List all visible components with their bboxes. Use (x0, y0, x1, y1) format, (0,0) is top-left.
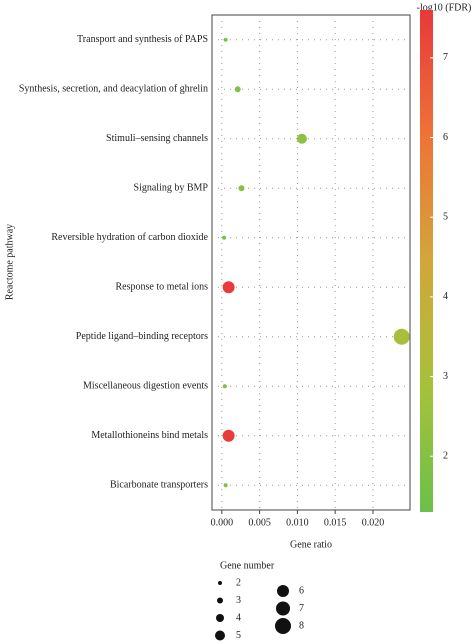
size-legend-marker (276, 601, 290, 616)
y-tick-label: Bicarbonate transporters (110, 480, 208, 491)
size-legend-label: 7 (299, 603, 304, 614)
plot-frame (211, 14, 411, 511)
x-tick-label: 0.000 (211, 517, 234, 528)
bubble (223, 483, 228, 488)
colorbar-tick-label: 5 (443, 211, 448, 222)
x-tick-label: 0.005 (248, 517, 271, 528)
colorbar-title: -log10 (FDR) (417, 2, 472, 13)
size-legend-title: Gene number (220, 560, 275, 571)
y-tick-label: Synthesis, secretion, and deacylation of… (19, 84, 208, 95)
colorbar-tick-label: 7 (443, 52, 448, 63)
size-legend-marker (215, 630, 225, 641)
size-legend-label: 5 (236, 630, 241, 641)
bubble (222, 281, 235, 294)
size-legend-label: 3 (236, 595, 241, 606)
size-legend-label: 2 (236, 577, 241, 588)
y-tick-label: Reversible hydration of carbon dioxide (51, 232, 208, 243)
y-tick-label: Stimuli–sensing channels (106, 133, 208, 144)
colorbar-tick-label: 3 (443, 371, 448, 382)
bubble (393, 328, 410, 345)
colorbar-tick-label: 6 (443, 132, 448, 143)
x-tick-label: 0.010 (286, 517, 309, 528)
bubble (238, 185, 245, 192)
y-tick-label: Signaling by BMP (134, 183, 209, 194)
bubble (222, 429, 235, 442)
bubble (222, 235, 227, 240)
size-legend-marker (277, 585, 289, 597)
colorbar-tick-label: 2 (443, 451, 448, 462)
colorbar-tick-label: 4 (443, 291, 448, 302)
size-legend-label: 4 (236, 612, 241, 623)
bubble (223, 37, 228, 42)
x-tick-label: 0.020 (362, 517, 385, 528)
y-tick-label: Metallothioneins bind metals (91, 430, 208, 441)
y-axis-label: Reactome pathway (4, 224, 15, 300)
x-axis-label: Gene ratio (290, 539, 332, 550)
y-tick-label: Peptide ligand–binding receptors (76, 331, 208, 342)
y-tick-label: Miscellaneous digestion events (83, 381, 208, 392)
size-legend-marker (275, 618, 291, 634)
y-tick-label: Response to metal ions (116, 282, 209, 293)
size-legend-marker (218, 581, 222, 585)
colorbar (420, 10, 433, 512)
bubble (296, 133, 307, 144)
y-tick-label: Transport and synthesis of PAPS (77, 34, 208, 45)
size-legend-label: 6 (299, 585, 304, 596)
size-legend-label: 8 (299, 620, 304, 631)
size-legend-marker (216, 614, 224, 622)
bubble (234, 86, 241, 93)
x-tick-label: 0.015 (324, 517, 347, 528)
bubble (222, 384, 227, 389)
size-legend-marker (217, 597, 223, 604)
